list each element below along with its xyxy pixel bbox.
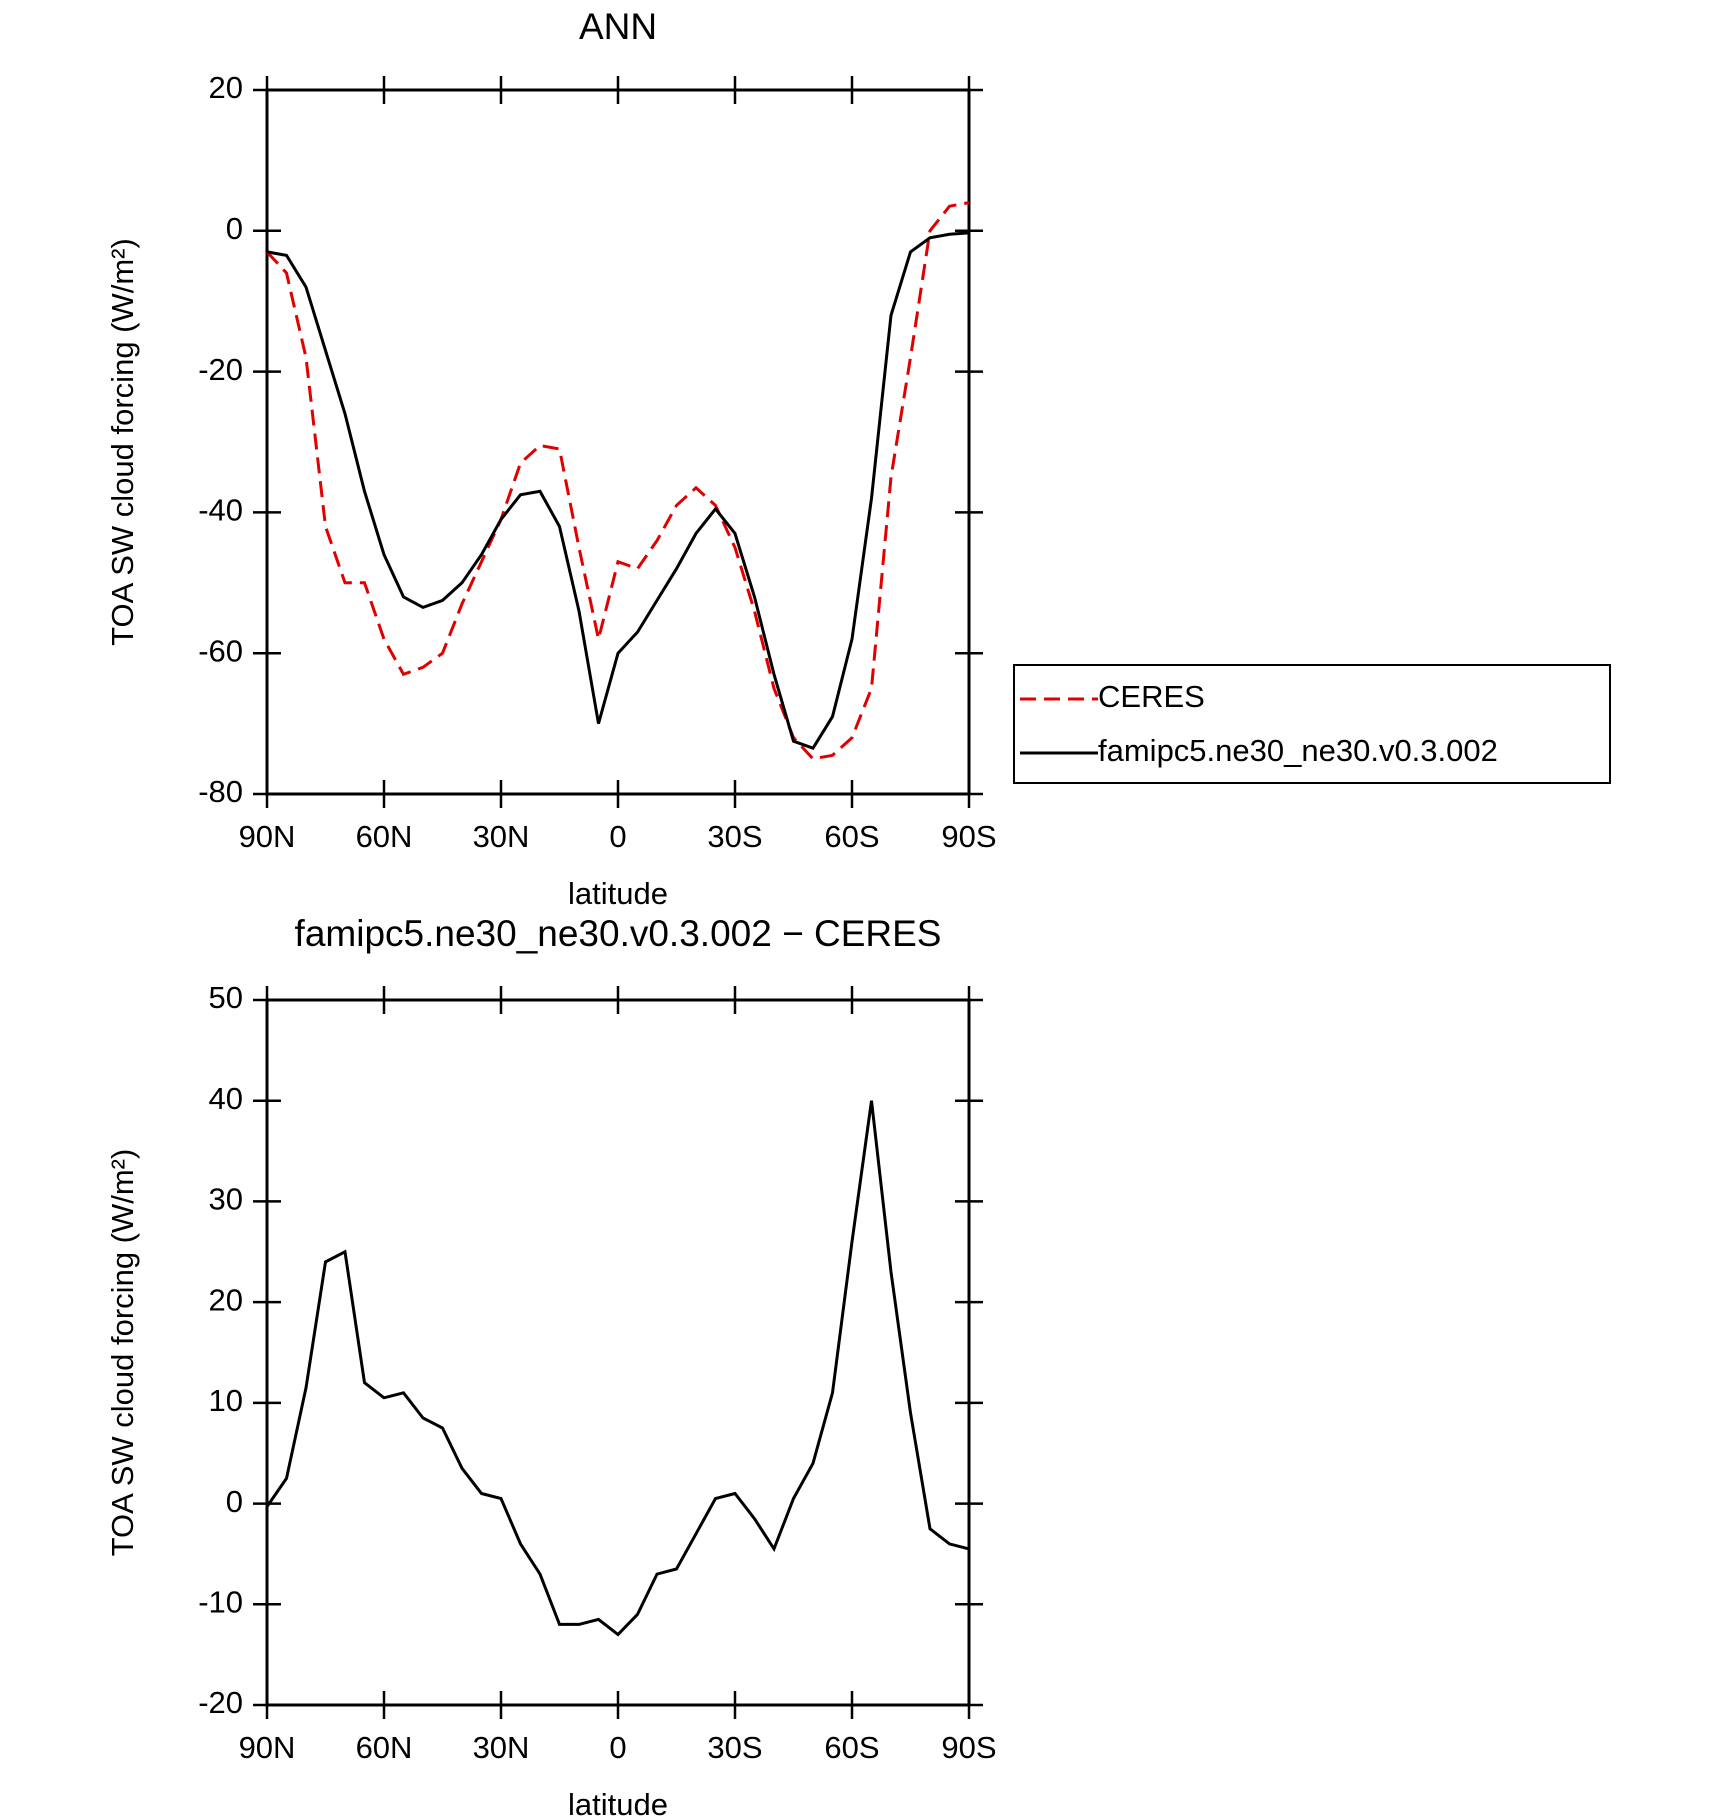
plot-frame: [265, 998, 971, 1707]
line: [265, 1100, 970, 1637]
plot-frame: [265, 88, 971, 796]
line: [265, 201, 970, 761]
legend-label: CERES: [1098, 679, 1205, 714]
y-tick-label: -10: [198, 1584, 243, 1619]
legend-box: [1013, 664, 1611, 784]
y-axis-label: TOA SW cloud forcing (W/m²): [105, 1149, 140, 1557]
x-tick-label: 30S: [707, 1730, 762, 1765]
x-tick-label: 90S: [941, 819, 996, 854]
x-tick-label: 30S: [707, 819, 762, 854]
x-axis-label: latitude: [568, 876, 668, 911]
y-tick-label: -60: [198, 633, 243, 668]
x-tick-label: 90N: [239, 1730, 296, 1765]
y-tick-label: -40: [198, 493, 243, 528]
line: [266, 231, 970, 751]
x-tick-label: 60N: [356, 819, 413, 854]
y-tick-label: 10: [209, 1383, 243, 1418]
y-tick-label: 20: [209, 70, 243, 105]
x-tick-label: 90N: [239, 819, 296, 854]
y-tick-label: 40: [209, 1081, 243, 1116]
chart-title: famipc5.ne30_ne30.v0.3.002 − CERES: [295, 913, 942, 954]
x-tick-label: 0: [609, 1730, 626, 1765]
x-tick-label: 30N: [473, 1730, 530, 1765]
y-tick-label: 50: [209, 980, 243, 1015]
y-tick-label: -20: [198, 1685, 243, 1720]
x-tick-label: 60S: [824, 1730, 879, 1765]
x-tick-label: 60N: [356, 1730, 413, 1765]
x-tick-label: 60S: [824, 819, 879, 854]
y-tick-label: -80: [198, 774, 243, 809]
x-axis-label: latitude: [568, 1787, 668, 1816]
y-tick-label: 0: [226, 211, 243, 246]
y-axis-label: TOA SW cloud forcing (W/m²): [105, 238, 140, 646]
y-tick-label: 20: [209, 1282, 243, 1317]
legend-label: famipc5.ne30_ne30.v0.3.002: [1098, 733, 1498, 768]
y-tick-label: 30: [209, 1182, 243, 1217]
y-tick-label: 0: [226, 1484, 243, 1519]
x-tick-label: 0: [609, 819, 626, 854]
chart-title: ANN: [579, 6, 657, 47]
x-tick-label: 90S: [941, 1730, 996, 1765]
y-tick-label: -20: [198, 352, 243, 387]
x-tick-label: 30N: [473, 819, 530, 854]
